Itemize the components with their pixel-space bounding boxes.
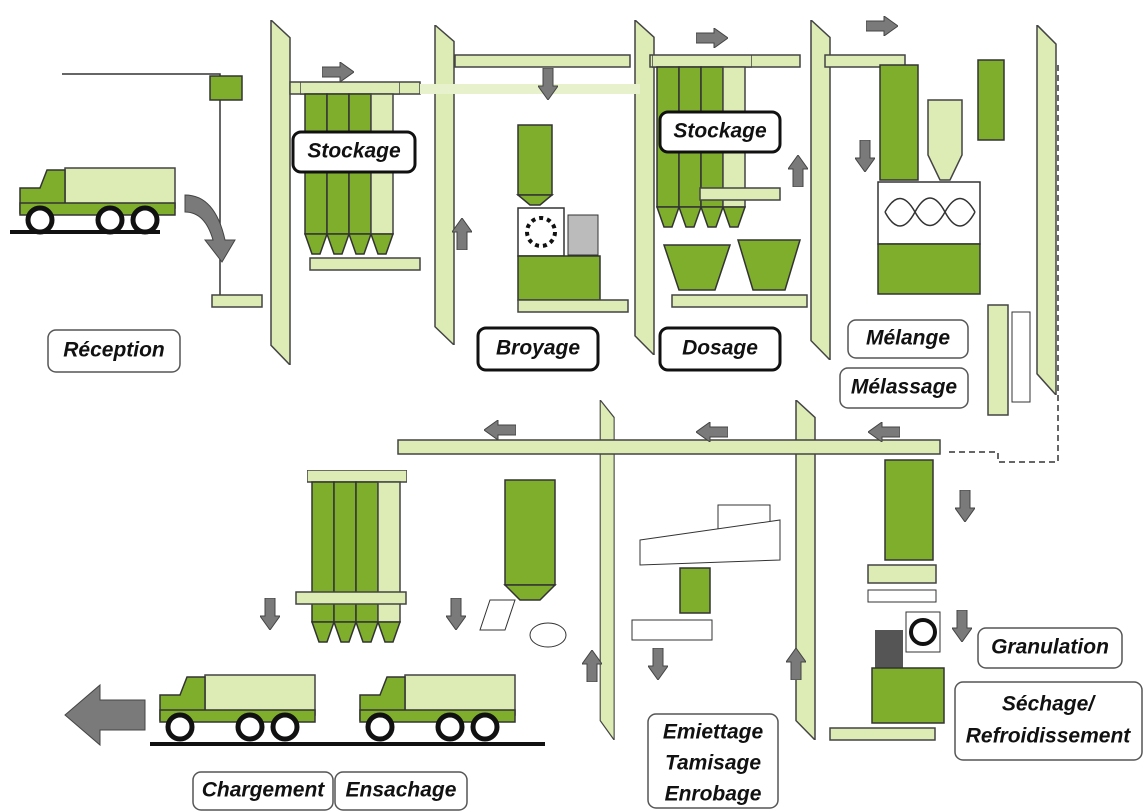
label: Mélange — [866, 327, 950, 350]
process-diagram: Réception Stockage Broyage Stockage Dosa… — [0, 0, 1147, 812]
label: Séchage/ — [1002, 693, 1096, 716]
label: Mélassage — [851, 376, 958, 399]
label: Tamisage — [665, 752, 761, 775]
label: Enrobage — [665, 783, 762, 806]
label: Stockage — [673, 120, 767, 143]
label: Refroidissement — [966, 725, 1132, 748]
label: Ensachage — [346, 779, 457, 802]
label: Chargement — [202, 779, 326, 802]
label: Broyage — [496, 337, 580, 360]
label: Stockage — [307, 140, 401, 163]
label: Emiettage — [663, 721, 764, 744]
label: Réception — [63, 339, 165, 362]
label: Granulation — [991, 636, 1109, 659]
label: Dosage — [682, 337, 758, 360]
